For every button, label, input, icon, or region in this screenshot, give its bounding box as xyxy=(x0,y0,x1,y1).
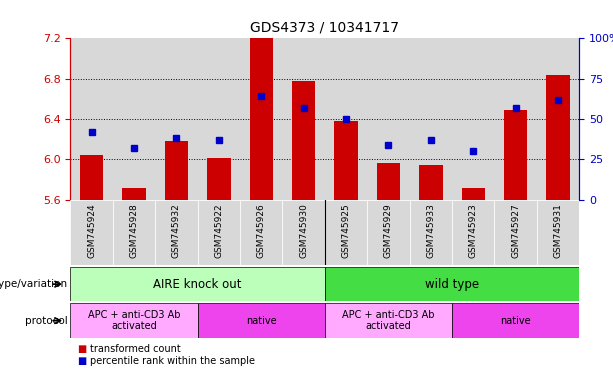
Bar xyxy=(197,38,240,200)
Bar xyxy=(197,200,240,265)
Text: GSM745932: GSM745932 xyxy=(172,203,181,258)
Bar xyxy=(70,303,197,338)
Bar xyxy=(325,303,452,338)
Bar xyxy=(292,81,315,200)
Title: GDS4373 / 10341717: GDS4373 / 10341717 xyxy=(250,20,400,35)
Text: GSM745930: GSM745930 xyxy=(299,203,308,258)
Bar xyxy=(367,200,409,265)
Bar xyxy=(495,38,537,200)
Bar xyxy=(240,38,283,200)
Bar xyxy=(537,38,579,200)
Bar xyxy=(207,158,230,200)
Text: transformed count: transformed count xyxy=(90,344,181,354)
Text: wild type: wild type xyxy=(425,278,479,291)
Bar xyxy=(546,75,569,200)
Bar xyxy=(452,38,495,200)
Text: GSM745923: GSM745923 xyxy=(469,203,478,258)
Bar xyxy=(113,38,155,200)
Bar xyxy=(283,200,325,265)
Bar xyxy=(155,38,197,200)
Bar xyxy=(325,267,579,301)
Bar xyxy=(113,200,155,265)
Text: APC + anti-CD3 Ab
activated: APC + anti-CD3 Ab activated xyxy=(88,310,180,331)
Bar xyxy=(377,164,400,200)
Text: genotype/variation: genotype/variation xyxy=(0,279,67,289)
Bar xyxy=(452,303,579,338)
Text: GSM745928: GSM745928 xyxy=(129,203,139,258)
Text: GSM745929: GSM745929 xyxy=(384,203,393,258)
Text: GSM745927: GSM745927 xyxy=(511,203,520,258)
Bar xyxy=(283,38,325,200)
Bar xyxy=(155,200,197,265)
Text: GSM745924: GSM745924 xyxy=(87,203,96,258)
Text: GSM745925: GSM745925 xyxy=(341,203,351,258)
Bar xyxy=(70,38,113,200)
Text: APC + anti-CD3 Ab
activated: APC + anti-CD3 Ab activated xyxy=(342,310,435,331)
Bar xyxy=(325,200,367,265)
Text: GSM745926: GSM745926 xyxy=(257,203,266,258)
Bar xyxy=(249,38,273,200)
Bar xyxy=(197,303,325,338)
Bar xyxy=(462,188,485,200)
Text: native: native xyxy=(246,316,276,326)
Bar xyxy=(452,200,495,265)
Bar xyxy=(495,200,537,265)
Text: AIRE knock out: AIRE knock out xyxy=(153,278,242,291)
Bar xyxy=(240,200,283,265)
Bar xyxy=(419,166,443,200)
Bar xyxy=(409,200,452,265)
Bar xyxy=(537,200,579,265)
Bar xyxy=(70,267,325,301)
Bar xyxy=(335,121,358,200)
Text: GSM745922: GSM745922 xyxy=(215,203,223,258)
Text: ■: ■ xyxy=(77,356,86,366)
Bar xyxy=(80,156,104,200)
Bar xyxy=(123,188,146,200)
Text: percentile rank within the sample: percentile rank within the sample xyxy=(90,356,255,366)
Bar xyxy=(409,38,452,200)
Bar xyxy=(325,38,367,200)
Text: protocol: protocol xyxy=(25,316,67,326)
Bar xyxy=(504,110,527,200)
Text: GSM745933: GSM745933 xyxy=(427,203,435,258)
Bar xyxy=(70,200,113,265)
Bar xyxy=(367,38,409,200)
Text: GSM745931: GSM745931 xyxy=(554,203,563,258)
Text: ■: ■ xyxy=(77,344,86,354)
Text: native: native xyxy=(500,316,531,326)
Bar xyxy=(165,141,188,200)
